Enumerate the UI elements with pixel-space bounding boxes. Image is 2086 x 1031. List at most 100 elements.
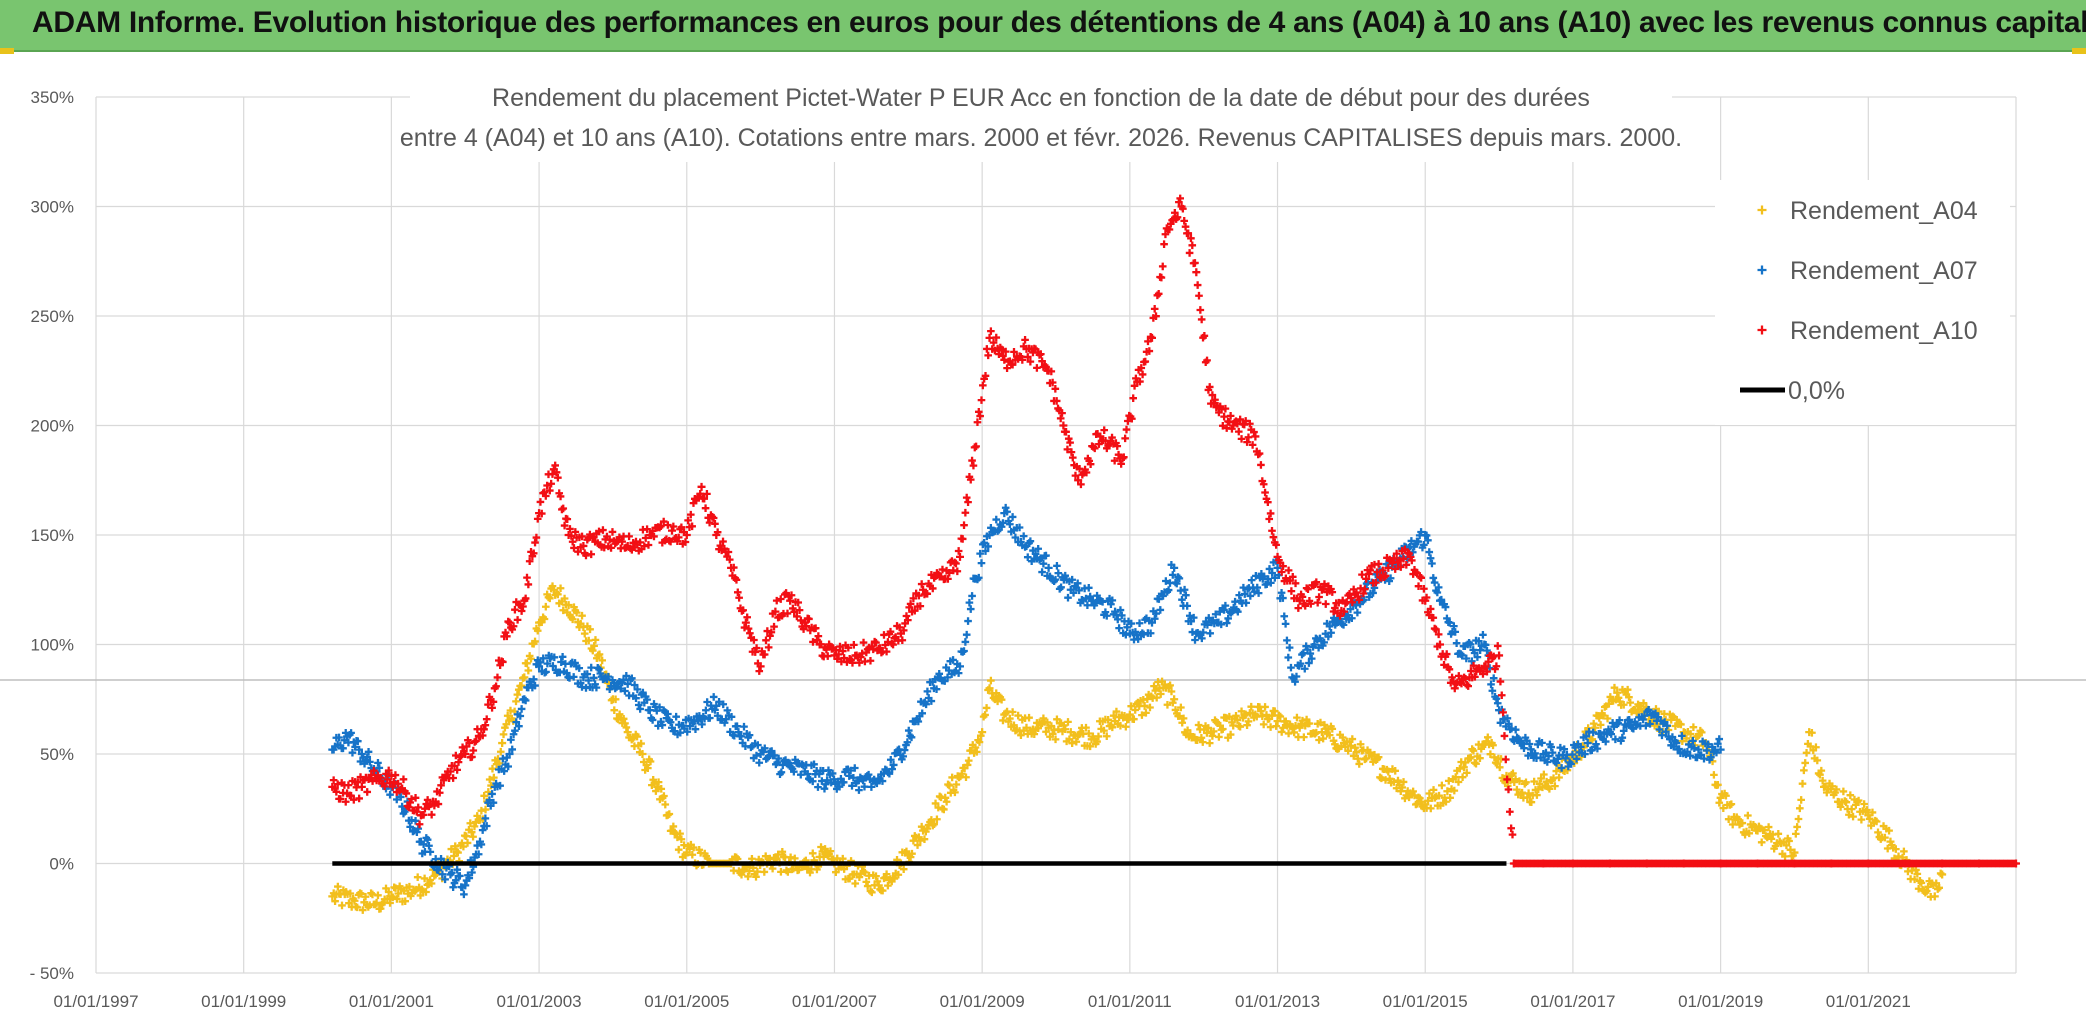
data-point-interp <box>1107 600 1115 609</box>
data-point-interp <box>333 780 342 788</box>
data-point-interp <box>1083 601 1092 610</box>
data-point-interp <box>981 372 990 380</box>
data-point-interp <box>598 656 606 665</box>
data-point-interp <box>1785 837 1793 845</box>
data-point-interp <box>621 719 629 728</box>
data-point <box>845 771 854 780</box>
data-point-interp <box>899 865 908 873</box>
data-point-interp <box>1204 614 1213 622</box>
data-point-interp <box>353 903 362 912</box>
data-point-interp <box>1832 785 1841 794</box>
data-point-interp <box>1086 592 1094 601</box>
y-tick-label: 200% <box>31 417 74 436</box>
data-point-interp <box>1774 830 1783 838</box>
data-point-interp <box>903 738 912 747</box>
data-point-interp <box>517 682 526 690</box>
data-point-interp <box>1854 796 1863 805</box>
data-point-interp <box>1686 730 1695 738</box>
data-point-interp <box>1697 728 1706 737</box>
data-point-interp <box>1325 622 1334 631</box>
data-point-interp <box>542 668 550 676</box>
series-rendement-a07 <box>328 503 1725 899</box>
data-point-interp <box>850 641 858 649</box>
data-point-interp <box>1508 830 1517 839</box>
data-point-interp <box>347 729 355 737</box>
data-point-interp <box>1066 438 1074 447</box>
data-point-interp <box>1576 743 1585 751</box>
data-point-interp <box>802 622 811 630</box>
data-point-interp <box>443 767 452 776</box>
data-point-interp <box>1065 735 1074 744</box>
data-point-interp <box>665 810 674 818</box>
data-point-interp <box>1885 826 1893 835</box>
data-point-interp <box>1150 682 1158 690</box>
data-point-interp <box>977 731 985 740</box>
data-point-interp <box>922 700 930 709</box>
data-point-interp <box>913 841 922 849</box>
data-point-interp <box>1102 611 1111 620</box>
data-point-interp <box>335 733 343 742</box>
data-point-interp <box>1589 719 1598 728</box>
data-point-interp <box>962 493 971 502</box>
data-point-interp <box>364 748 373 756</box>
data-point-interp <box>460 890 468 899</box>
data-point-interp <box>1144 337 1152 346</box>
data-point-interp <box>724 548 733 556</box>
data-point-interp <box>1839 787 1848 796</box>
data-point-interp <box>747 743 755 752</box>
data-point-interp <box>1817 766 1826 775</box>
data-point-interp <box>745 731 754 739</box>
data-point-interp <box>1399 554 1408 563</box>
data-point-interp <box>447 845 456 853</box>
data-point-interp <box>923 687 932 696</box>
data-point-interp <box>1865 815 1874 823</box>
data-point-interp <box>1241 417 1250 425</box>
data-point-interp <box>507 735 515 744</box>
data-point-interp <box>933 815 941 824</box>
data-point-interp <box>1053 562 1061 570</box>
data-point-interp <box>1588 735 1597 744</box>
data-point-interp <box>643 695 651 704</box>
data-point-interp <box>1293 713 1301 722</box>
data-point-interp <box>1847 805 1856 813</box>
data-point-interp <box>902 847 911 856</box>
data-point-interp <box>1260 572 1268 581</box>
data-point-interp <box>1102 732 1111 741</box>
data-point-interp <box>583 670 592 678</box>
data-point-interp <box>1281 620 1290 628</box>
data-point-interp <box>740 722 748 731</box>
data-point-interp <box>1284 566 1293 575</box>
data-point-interp <box>904 616 912 624</box>
data-point-interp <box>1430 578 1439 587</box>
data-point-interp <box>1137 364 1146 372</box>
data-point-interp <box>797 616 805 625</box>
data-point-interp <box>997 695 1006 704</box>
data-point-interp <box>1243 721 1251 729</box>
data-point-interp <box>1259 480 1268 489</box>
data-point-interp <box>1385 775 1394 783</box>
data-point <box>1583 739 1592 748</box>
data-point-interp <box>1560 745 1569 753</box>
data-point-interp <box>1917 879 1926 887</box>
data-point-interp <box>1294 604 1303 612</box>
data-point-interp <box>884 881 892 890</box>
data-point-interp <box>1764 823 1773 831</box>
data-point-interp <box>1062 428 1070 436</box>
data-point-interp <box>669 522 678 531</box>
data-point-interp <box>1047 722 1056 730</box>
data-point-interp <box>666 827 675 835</box>
data-point-interp <box>1370 584 1379 592</box>
data-point-interp <box>1215 733 1223 741</box>
data-point-interp <box>999 519 1007 527</box>
data-point-interp <box>984 351 992 360</box>
data-point <box>867 782 876 791</box>
data-point-interp <box>473 812 482 820</box>
data-point-interp <box>616 684 625 693</box>
data-point <box>1613 688 1622 697</box>
data-point-interp <box>1037 554 1045 562</box>
x-tick-label: 01/01/2011 <box>1088 992 1172 1011</box>
data-point-interp <box>608 528 617 536</box>
data-point-interp <box>762 636 770 645</box>
data-point-interp <box>562 600 570 609</box>
data-point-interp <box>1672 715 1681 724</box>
